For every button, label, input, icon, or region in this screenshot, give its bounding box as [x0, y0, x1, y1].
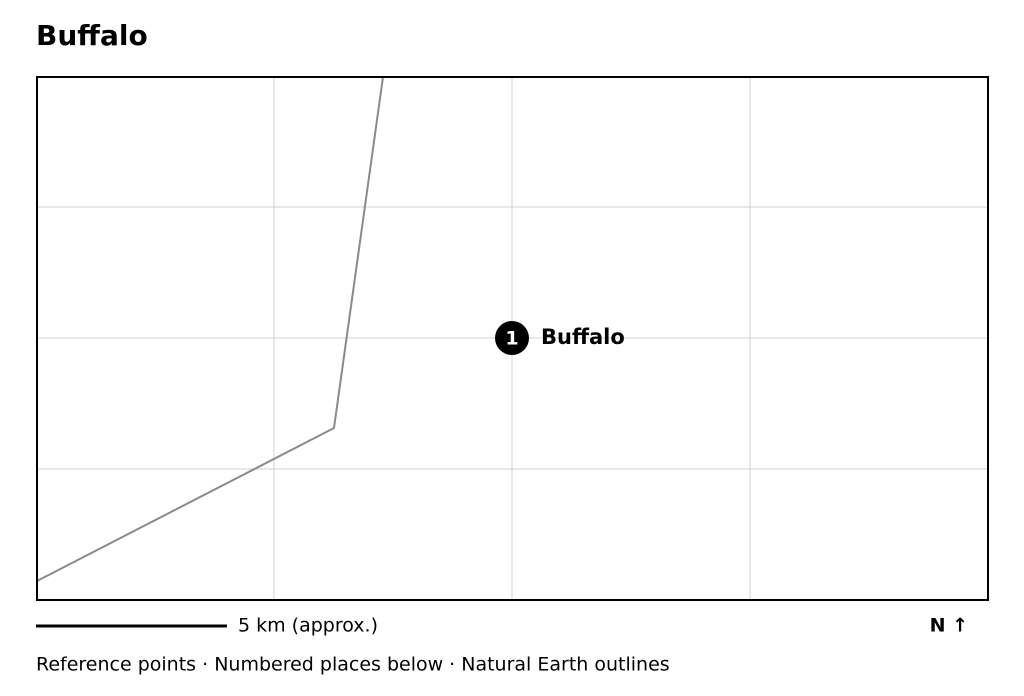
place-label: Buffalo — [541, 325, 625, 349]
footer-note: Reference points · Numbered places below… — [36, 654, 670, 676]
title: Buffalo — [36, 19, 148, 52]
scale-label: 5 km (approx.) — [238, 615, 378, 637]
place-number: 1 — [505, 328, 518, 350]
place-marker — [495, 321, 529, 355]
coastline — [36, 76, 384, 582]
north-arrow: N ↑ — [930, 615, 968, 637]
